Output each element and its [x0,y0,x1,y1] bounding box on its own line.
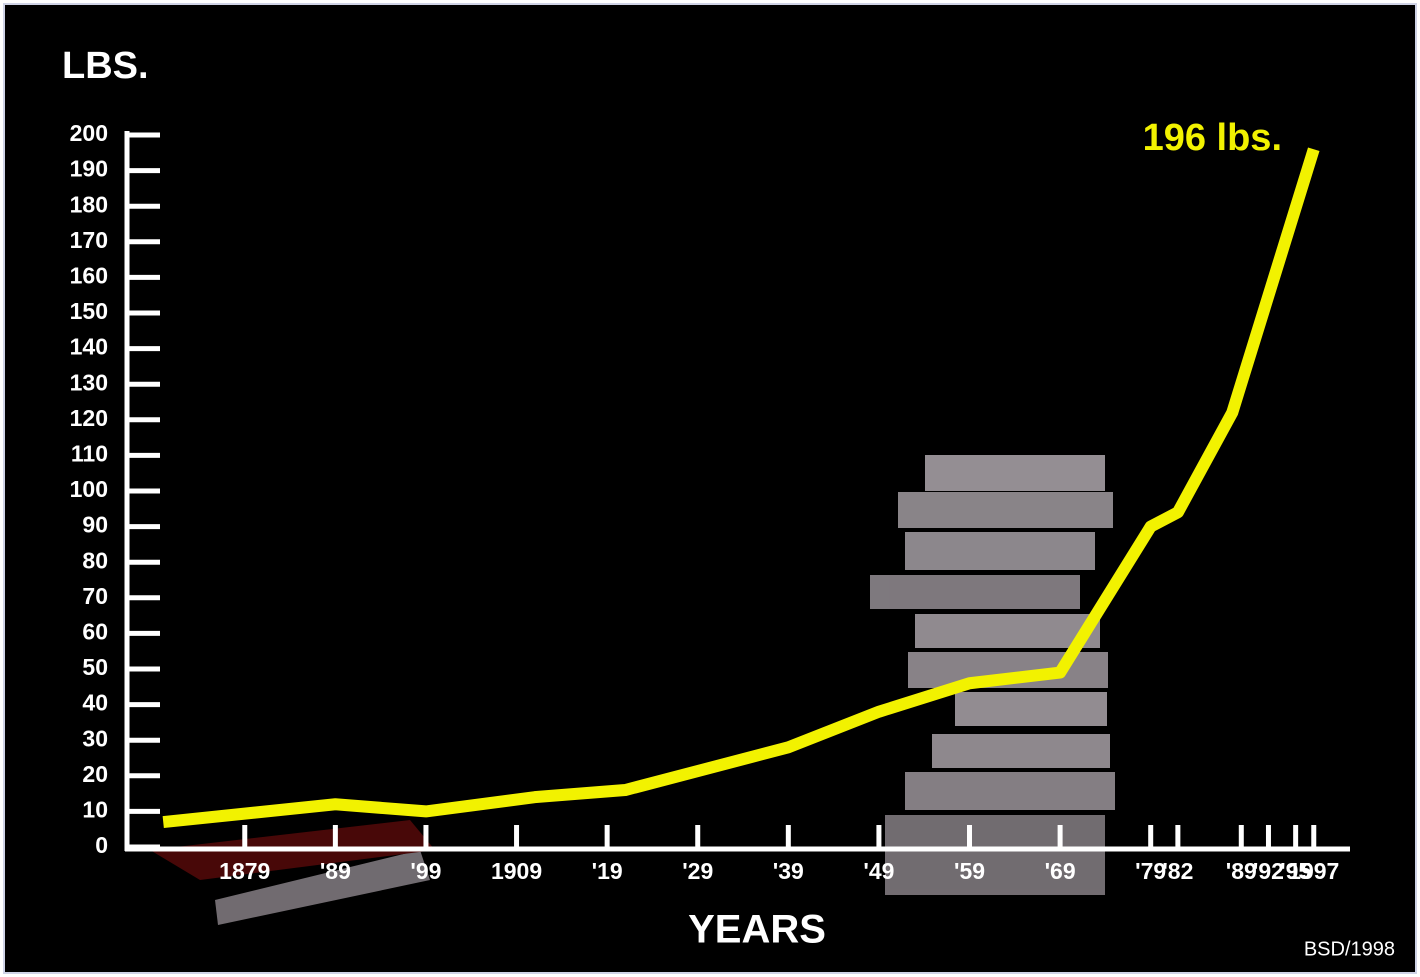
y-tick-label: 140 [70,334,108,360]
x-tick-label: '95 [1280,858,1311,884]
x-tick-label: '49 [863,858,894,884]
x-tick-label: '92 [1253,858,1284,884]
y-tick-label: 170 [70,227,108,253]
books-illustration [150,455,1115,925]
x-tick-label: '89 [1226,858,1257,884]
y-tick-label: 60 [82,618,108,644]
y-tick-label: 20 [82,761,108,787]
x-tick-label: '19 [592,858,623,884]
x-tick-label: 1997 [1288,858,1339,884]
x-axis-title: YEARS [688,908,826,952]
y-tick-label: 180 [70,191,108,217]
y-tick-label: 150 [70,298,108,324]
data-line [162,147,1320,829]
x-tick-label: '82 [1162,858,1193,884]
y-tick-label: 200 [70,120,108,146]
annotation: 196 lbs. [1143,117,1282,159]
y-tick-label: 130 [70,369,108,395]
x-tick-label: '79 [1135,858,1166,884]
credit: BSD/1998 [1304,938,1395,960]
x-tick-label: '39 [773,858,804,884]
y-tick-label: 100 [70,476,108,502]
y-tick-label: 50 [82,654,108,680]
x-tick-label: 1879 [219,858,270,884]
x-tick-label: '59 [954,858,985,884]
y-tick-label: 190 [70,156,108,182]
y-tick-label: 40 [82,690,108,716]
y-axis-title: LBS. [62,45,149,87]
x-tick-label: '99 [410,858,441,884]
y-tick-label: 30 [82,725,108,751]
y-tick-label: 120 [70,405,108,431]
y-tick-label: 160 [70,262,108,288]
x-tick-label: 1909 [491,858,542,884]
x-tick-label: '89 [320,858,351,884]
y-tick-label: 70 [82,583,108,609]
x-tick-label: '29 [682,858,713,884]
y-tick-label: 10 [82,796,108,822]
y-tick-label: 0 [95,832,108,858]
x-tick-label: '69 [1045,858,1076,884]
y-tick-label: 80 [82,547,108,573]
y-tick-label: 110 [71,440,108,466]
y-tick-label: 90 [82,512,108,538]
